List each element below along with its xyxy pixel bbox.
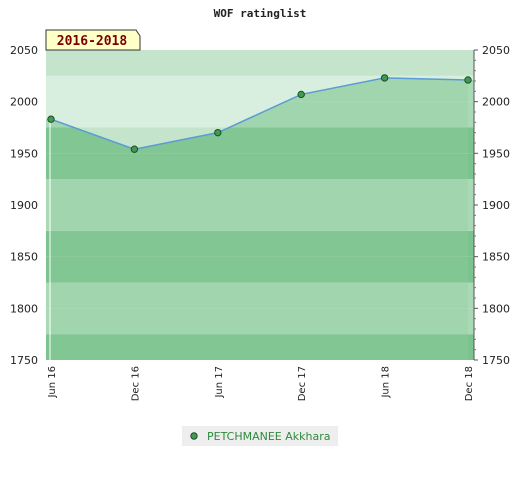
y-tick-label-left: 2050 [10,44,38,57]
y-tick-label-left: 1900 [10,199,38,212]
background-band [46,205,474,231]
data-point [130,145,139,153]
badge-box [45,29,141,51]
plot-area [46,50,474,361]
legend: PETCHMANEE Akkhara [182,426,338,446]
background-band [46,282,474,309]
y-tick-label-right: 1950 [482,147,510,160]
y-tick-label-left: 1800 [10,302,38,315]
y-tick-label-left: 1850 [10,251,38,264]
series-line [50,77,469,150]
year-range-badge: 2016-2018 [45,29,141,51]
data-point [47,115,55,123]
data-point [464,76,472,84]
badge-text: 2016-2018 [57,34,128,49]
y-tick-label-left: 1950 [10,147,38,160]
y-tick-label-right: 2000 [482,96,510,109]
background-band [46,179,474,205]
background-band [46,334,474,360]
x-tick-label: Dec 17 [297,366,308,401]
background-band [46,256,474,283]
legend-label: PETCHMANEE Akkhara [207,430,331,443]
x-tick-label: Jun 17 [214,366,225,399]
x-tick-label: Jun 18 [381,366,392,399]
y-tick-label-right: 1800 [482,302,510,315]
legend-marker-icon [190,432,198,440]
data-point [214,128,222,137]
y-tick-label-right: 2050 [482,44,510,57]
y-tick-label-right: 1900 [482,199,510,212]
series-area [51,77,468,361]
x-tick-label: Dec 16 [130,366,141,401]
y-tick-label-left: 2000 [10,96,38,109]
legend-box [182,426,338,446]
data-point [380,74,389,82]
y-tick-label-right: 1850 [482,251,510,264]
series-petchmanee [47,74,472,153]
y-axis-right: 1750 1800 1850 1900 1950 2000 2050 [473,44,510,367]
background-band [46,230,474,257]
y-tick-label-left: 1750 [10,354,38,367]
y-axis-left: 1750 1800 1850 1900 1950 2000 2050 [10,44,38,367]
data-point [297,90,305,99]
y-tick-label-right: 1750 [482,354,510,367]
x-axis: Jun 16 Dec 16 Jun 17 Dec 17 Jun 18 Dec 18 [47,366,475,401]
area-above-line [46,50,474,150]
background-band [46,153,474,180]
x-tick-label: Jun 16 [47,366,58,399]
x-tick-label: Dec 18 [464,366,475,401]
background-band [46,308,474,335]
chart-title: WOF ratinglist [214,7,307,20]
